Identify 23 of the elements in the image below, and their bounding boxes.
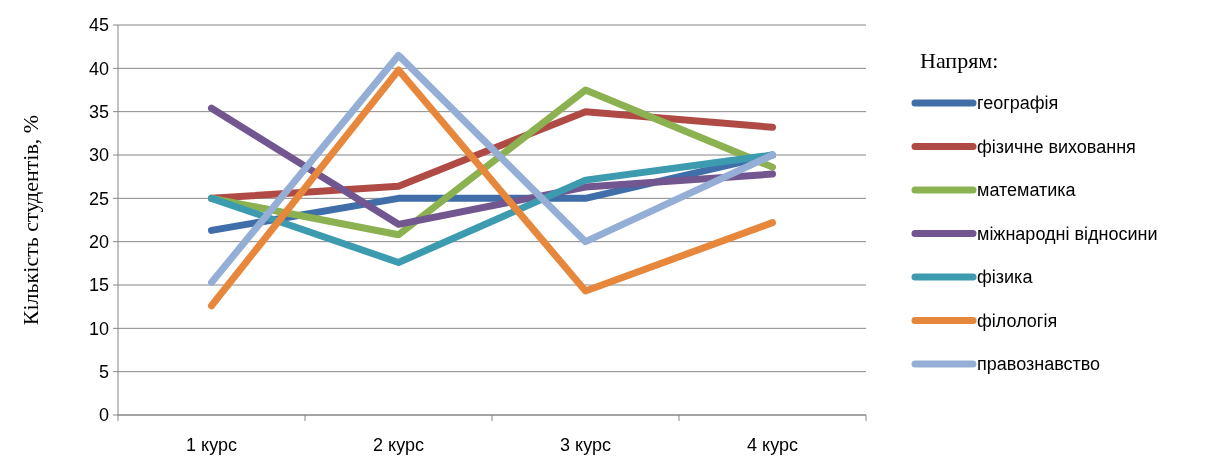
y-tick-label: 30 [88,145,109,166]
legend-label: міжнародні відносини [977,223,1158,244]
y-tick-label: 15 [88,275,109,296]
x-tick-label: 2 курс [373,435,424,455]
y-tick-label: 25 [88,188,109,209]
y-axis-title: Кількість студентів, % [18,114,43,326]
legend-label: правознавство [977,354,1101,375]
x-tick-label: 1 курс [186,435,237,455]
y-tick-label: 40 [88,58,109,79]
x-tick-label: 3 курс [560,435,611,455]
y-tick-label: 10 [88,318,109,339]
legend-label: математика [977,180,1077,201]
legend-label: фізика [977,267,1034,288]
legend-label: філологія [977,310,1058,331]
y-tick-label: 5 [98,361,109,382]
y-tick-label: 45 [88,15,109,36]
y-tick-label: 20 [88,231,109,252]
y-tick-label: 35 [88,101,109,122]
legend-label: географія [977,93,1059,114]
legend-title: Напрям: [920,47,999,73]
legend-label: фізичне виховання [977,136,1136,157]
x-tick-label: 4 курс [747,435,798,455]
y-tick-label: 0 [98,405,109,426]
